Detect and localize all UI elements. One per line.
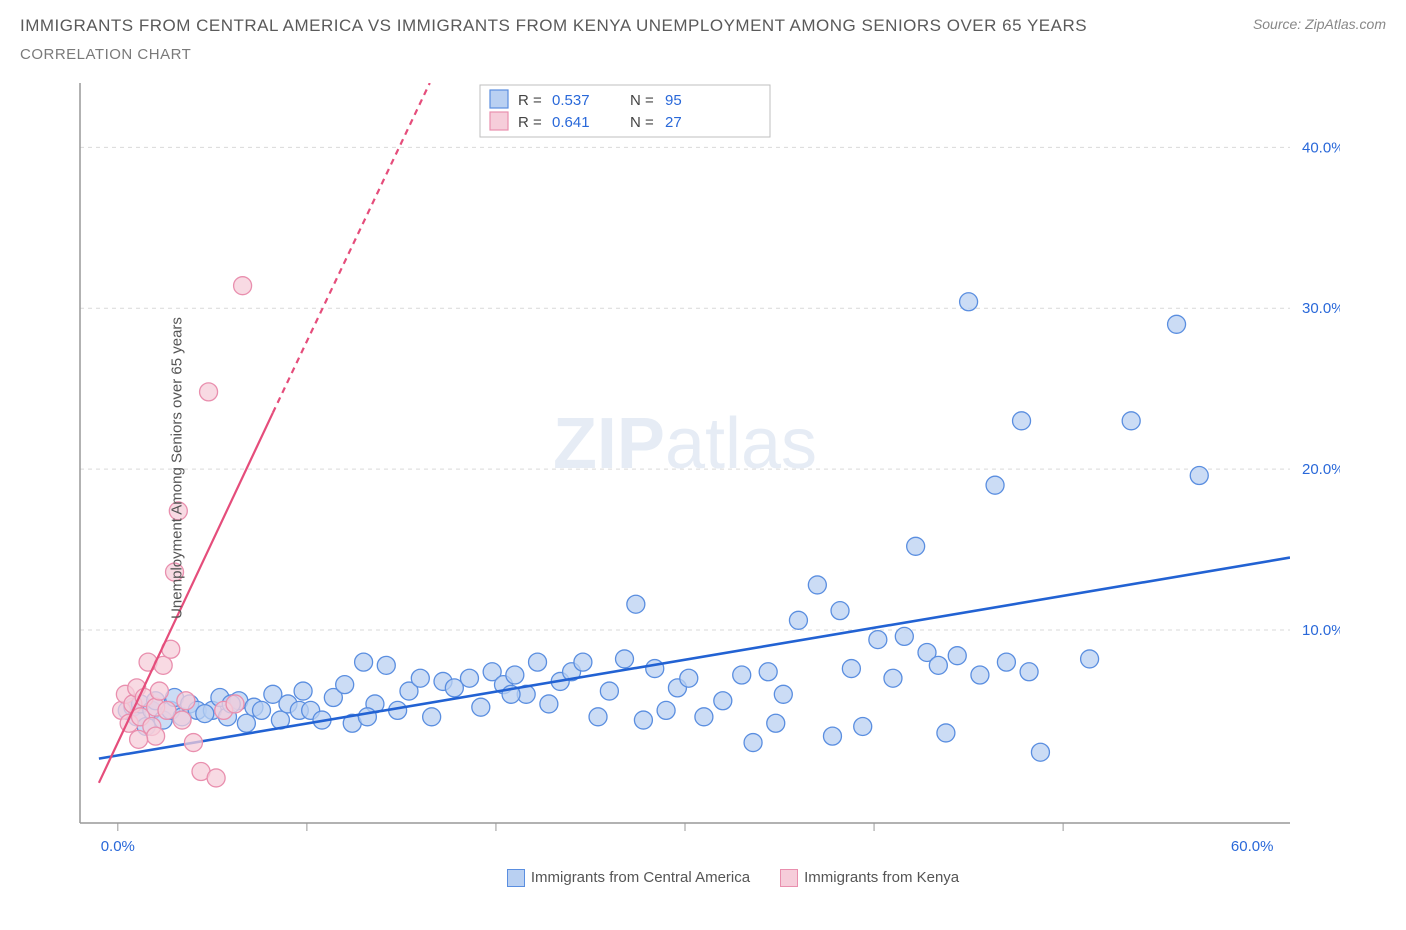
data-point <box>173 711 191 729</box>
data-point <box>759 663 777 681</box>
data-point <box>774 685 792 703</box>
data-point <box>472 698 490 716</box>
data-point <box>336 676 354 694</box>
data-point <box>377 656 395 674</box>
chart-subtitle: CORRELATION CHART <box>20 46 1087 63</box>
bottom-legend: Immigrants from Central America Immigrant… <box>80 869 1386 887</box>
data-point <box>150 682 168 700</box>
trend-line-extrapolated <box>273 83 430 413</box>
y-tick-label: 30.0% <box>1302 300 1340 317</box>
data-point <box>294 682 312 700</box>
data-point <box>960 293 978 311</box>
data-point <box>147 727 165 745</box>
legend-label: Immigrants from Kenya <box>804 869 959 886</box>
data-point <box>1013 412 1031 430</box>
series-central_america <box>99 293 1290 761</box>
svg-text:ZIPatlas: ZIPatlas <box>553 404 817 484</box>
chart-container: Unemployment Among Seniors over 65 years… <box>20 73 1386 863</box>
data-point <box>358 708 376 726</box>
y-axis-label: Unemployment Among Seniors over 65 years <box>168 317 185 619</box>
legend-label: Immigrants from Central America <box>531 869 750 886</box>
data-point <box>411 669 429 687</box>
chart-title: IMMIGRANTS FROM CENTRAL AMERICA VS IMMIG… <box>20 16 1087 36</box>
legend-swatch <box>780 869 798 887</box>
legend-n-label: N = <box>630 92 654 109</box>
data-point <box>1122 412 1140 430</box>
y-tick-label: 40.0% <box>1302 139 1340 156</box>
data-point <box>948 647 966 665</box>
data-point <box>234 277 252 295</box>
data-point <box>831 602 849 620</box>
legend-item: Immigrants from Central America <box>507 869 750 887</box>
data-point <box>460 669 478 687</box>
data-point <box>869 631 887 649</box>
data-point <box>657 701 675 719</box>
data-point <box>937 724 955 742</box>
legend-r-label: R = <box>518 92 542 109</box>
legend-r-label: R = <box>518 114 542 131</box>
legend-swatch <box>490 90 508 108</box>
data-point <box>744 734 762 752</box>
data-point <box>1020 663 1038 681</box>
legend-r-value: 0.537 <box>552 92 590 109</box>
legend-swatch <box>507 869 525 887</box>
legend-n-label: N = <box>630 114 654 131</box>
x-tick-label: 60.0% <box>1231 838 1274 855</box>
data-point <box>808 576 826 594</box>
data-point <box>589 708 607 726</box>
correlation-chart: ZIPatlas 10.0% 20.0% 30.0% 40.0% 0.0% 60.0% R =… <box>20 73 1340 863</box>
data-point <box>1031 743 1049 761</box>
data-point <box>695 708 713 726</box>
data-point <box>130 730 148 748</box>
data-point <box>574 653 592 671</box>
data-point <box>854 717 872 735</box>
data-point <box>616 650 634 668</box>
data-point <box>680 669 698 687</box>
data-point <box>823 727 841 745</box>
data-point <box>646 660 664 678</box>
x-tick-label: 0.0% <box>101 838 135 855</box>
data-point <box>1081 650 1099 668</box>
data-point <box>600 682 618 700</box>
trend-line <box>99 558 1290 759</box>
data-point <box>884 669 902 687</box>
data-point <box>634 711 652 729</box>
legend-swatch <box>490 112 508 130</box>
data-point <box>733 666 751 684</box>
y-tick-label: 20.0% <box>1302 461 1340 478</box>
data-point <box>907 537 925 555</box>
legend-n-value: 95 <box>665 92 682 109</box>
data-point <box>540 695 558 713</box>
legend-r-value: 0.641 <box>552 114 590 131</box>
data-point <box>627 595 645 613</box>
data-point <box>355 653 373 671</box>
data-point <box>895 627 913 645</box>
data-point <box>986 476 1004 494</box>
data-point <box>237 714 255 732</box>
data-point <box>177 692 195 710</box>
data-point <box>253 701 271 719</box>
data-point <box>789 611 807 629</box>
data-point <box>997 653 1015 671</box>
legend-n-value: 27 <box>665 114 682 131</box>
data-point <box>506 666 524 684</box>
data-point <box>200 383 218 401</box>
data-point <box>971 666 989 684</box>
data-point <box>842 660 860 678</box>
data-point <box>1190 467 1208 485</box>
data-point <box>1168 315 1186 333</box>
data-point <box>184 734 202 752</box>
data-point <box>929 656 947 674</box>
source-label: Source: ZipAtlas.com <box>1253 16 1386 32</box>
legend-item: Immigrants from Kenya <box>780 869 959 887</box>
data-point <box>196 705 214 723</box>
data-point <box>714 692 732 710</box>
data-point <box>226 695 244 713</box>
data-point <box>207 769 225 787</box>
data-point <box>423 708 441 726</box>
data-point <box>767 714 785 732</box>
series-kenya <box>99 83 430 787</box>
y-tick-label: 10.0% <box>1302 622 1340 639</box>
data-point <box>529 653 547 671</box>
